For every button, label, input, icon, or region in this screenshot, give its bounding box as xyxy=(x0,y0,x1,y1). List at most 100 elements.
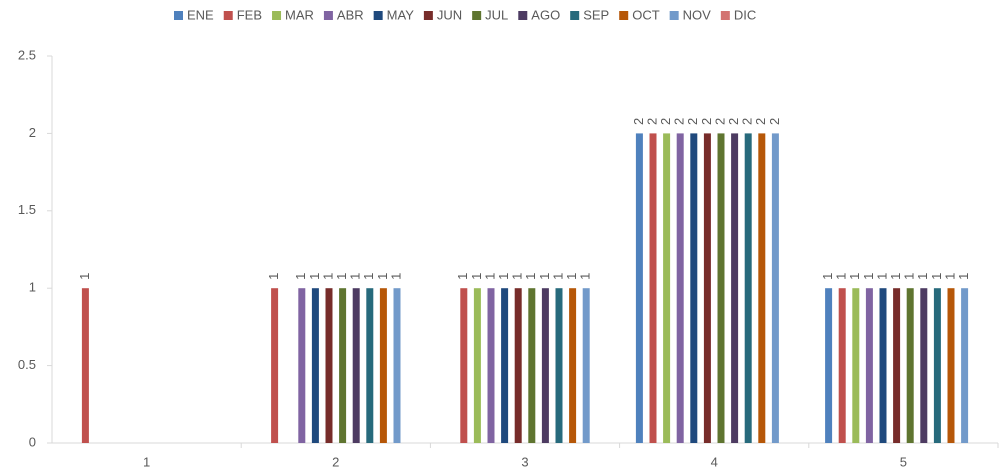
bar xyxy=(81,288,89,443)
data-label: 2 xyxy=(740,118,755,125)
bar xyxy=(906,288,914,443)
data-label: 1 xyxy=(266,273,281,280)
bar xyxy=(663,133,671,443)
data-label: 1 xyxy=(293,273,308,280)
data-label: 1 xyxy=(537,273,552,280)
bar xyxy=(825,288,833,443)
legend-swatch xyxy=(272,11,282,20)
data-label: 2 xyxy=(767,118,782,125)
data-label: 1 xyxy=(375,273,390,280)
data-label: 1 xyxy=(320,273,335,280)
bar xyxy=(703,133,711,443)
data-label: 1 xyxy=(496,273,511,280)
bar xyxy=(541,288,549,443)
bar xyxy=(271,288,279,443)
data-label: 2 xyxy=(712,118,727,125)
y-tick-label: 2 xyxy=(29,125,36,140)
bar xyxy=(514,288,522,443)
legend-swatch xyxy=(472,11,482,20)
bar xyxy=(893,288,901,443)
data-label: 1 xyxy=(307,273,322,280)
data-label: 2 xyxy=(726,118,741,125)
y-tick-label: 0.5 xyxy=(18,357,36,372)
data-label: 1 xyxy=(482,273,497,280)
x-tick-label: 3 xyxy=(521,454,528,469)
data-label: 1 xyxy=(929,273,944,280)
bar xyxy=(487,288,495,443)
data-label: 2 xyxy=(753,118,768,125)
bar xyxy=(771,133,779,443)
x-tick-label: 5 xyxy=(900,454,907,469)
x-tick-label: 4 xyxy=(711,454,718,469)
legend-label: NOV xyxy=(683,7,712,22)
bar xyxy=(690,133,698,443)
data-label: 1 xyxy=(861,273,876,280)
bar xyxy=(635,133,643,443)
data-label: 2 xyxy=(658,118,673,125)
data-label: 1 xyxy=(348,273,363,280)
x-tick-label: 1 xyxy=(143,454,150,469)
bar xyxy=(961,288,969,443)
bar xyxy=(758,133,766,443)
legend-label: DIC xyxy=(734,7,756,22)
bar xyxy=(528,288,536,443)
legend-label: OCT xyxy=(632,7,660,22)
data-label: 1 xyxy=(874,273,889,280)
legend-swatch xyxy=(518,11,528,20)
y-tick-label: 0 xyxy=(29,434,36,449)
data-label: 2 xyxy=(685,118,700,125)
legend-label: FEB xyxy=(237,7,262,22)
x-tick-label: 2 xyxy=(332,454,339,469)
data-label: 1 xyxy=(847,273,862,280)
data-label: 1 xyxy=(469,273,484,280)
legend-label: MAY xyxy=(387,7,415,22)
data-label: 2 xyxy=(672,118,687,125)
legend-swatch xyxy=(174,11,183,20)
y-tick-label: 1 xyxy=(29,280,36,295)
bar xyxy=(838,288,846,443)
bar xyxy=(649,133,657,443)
data-label: 1 xyxy=(388,273,403,280)
data-label: 2 xyxy=(699,118,714,125)
legend-swatch xyxy=(720,11,730,20)
bar xyxy=(569,288,577,443)
legend-label: AGO xyxy=(531,7,560,22)
bar xyxy=(311,288,319,443)
bar xyxy=(501,288,509,443)
data-label: 1 xyxy=(834,273,849,280)
bar xyxy=(460,288,468,443)
legend-label: JUL xyxy=(485,7,508,22)
data-label: 1 xyxy=(550,273,565,280)
bar xyxy=(933,288,941,443)
data-label: 1 xyxy=(942,273,957,280)
data-label: 1 xyxy=(578,273,593,280)
legend-swatch xyxy=(619,11,629,20)
bar xyxy=(339,288,347,443)
bar xyxy=(947,288,955,443)
legend-swatch xyxy=(223,11,233,20)
legend-label: ENE xyxy=(187,7,214,22)
bar xyxy=(393,288,401,443)
bar xyxy=(920,288,928,443)
data-label: 1 xyxy=(820,273,835,280)
legend-swatch xyxy=(373,11,383,20)
y-tick-label: 2.5 xyxy=(18,47,36,62)
legend-swatch xyxy=(570,11,580,20)
data-label: 2 xyxy=(644,118,659,125)
data-label: 1 xyxy=(77,273,92,280)
bar xyxy=(379,288,387,443)
y-tick-label: 1.5 xyxy=(18,202,36,217)
bar xyxy=(298,288,306,443)
data-label: 1 xyxy=(956,273,971,280)
bar xyxy=(473,288,481,443)
data-label: 1 xyxy=(902,273,917,280)
legend-label: ABR xyxy=(337,7,364,22)
bar xyxy=(555,288,563,443)
data-label: 1 xyxy=(455,273,470,280)
legend-label: MAR xyxy=(285,7,314,22)
legend-label: SEP xyxy=(583,7,609,22)
bar xyxy=(879,288,887,443)
bar xyxy=(744,133,752,443)
bar xyxy=(852,288,860,443)
